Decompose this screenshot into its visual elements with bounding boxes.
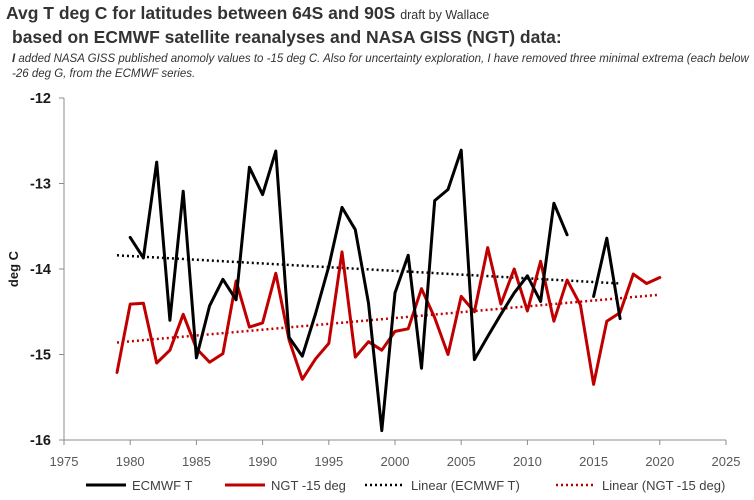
chart-title-main: Avg T deg C for latitudes between 64S an…	[6, 3, 396, 23]
chart-subtitle: based on ECMWF satellite reanalyses and …	[12, 27, 562, 47]
series-line-linear-ngt-15-deg	[116, 293, 660, 344]
legend-label: Linear (NGT -15 deg)	[602, 478, 725, 493]
y-tick-label: -12	[30, 91, 51, 107]
x-tick-label: 1985	[182, 454, 211, 469]
series-line-ecmwf-t	[592, 236, 622, 321]
chart-title: Avg T deg C for latitudes between 64S an…	[6, 3, 489, 24]
x-tick-label: 2010	[513, 454, 542, 469]
x-tick-label: 2015	[579, 454, 608, 469]
chart-note-text: added NASA GISS published anomoly values…	[12, 53, 749, 80]
x-tick-label: 1995	[314, 454, 343, 469]
legend-label: NGT -15 deg	[271, 478, 346, 493]
y-axis-label: deg C	[6, 250, 21, 287]
chart-title-author: draft by Wallace	[400, 8, 490, 22]
x-tick-label: 1990	[248, 454, 277, 469]
x-tick-label: 2005	[447, 454, 476, 469]
legend-label: Linear (ECMWF T)	[411, 478, 520, 493]
chart-note-lead: I	[12, 53, 16, 65]
series-line-linear-ecmwf-t	[116, 254, 621, 285]
x-tick-label: 1975	[50, 454, 79, 469]
series-line-ngt-15-deg	[115, 246, 662, 386]
x-tick-label: 2025	[712, 454, 741, 469]
y-tick-label: -13	[30, 177, 51, 193]
series-line-ecmwf-t	[128, 148, 569, 433]
y-tick-label: -14	[30, 262, 51, 278]
legend-label: ECMWF T	[132, 478, 192, 493]
x-tick-label: 2020	[645, 454, 674, 469]
x-tick-label: 2000	[381, 454, 410, 469]
y-tick-label: -15	[30, 348, 51, 364]
x-tick-label: 1980	[116, 454, 145, 469]
y-tick-label: -16	[30, 433, 51, 449]
chart-note: I added NASA GISS published anomoly valu…	[12, 52, 752, 82]
